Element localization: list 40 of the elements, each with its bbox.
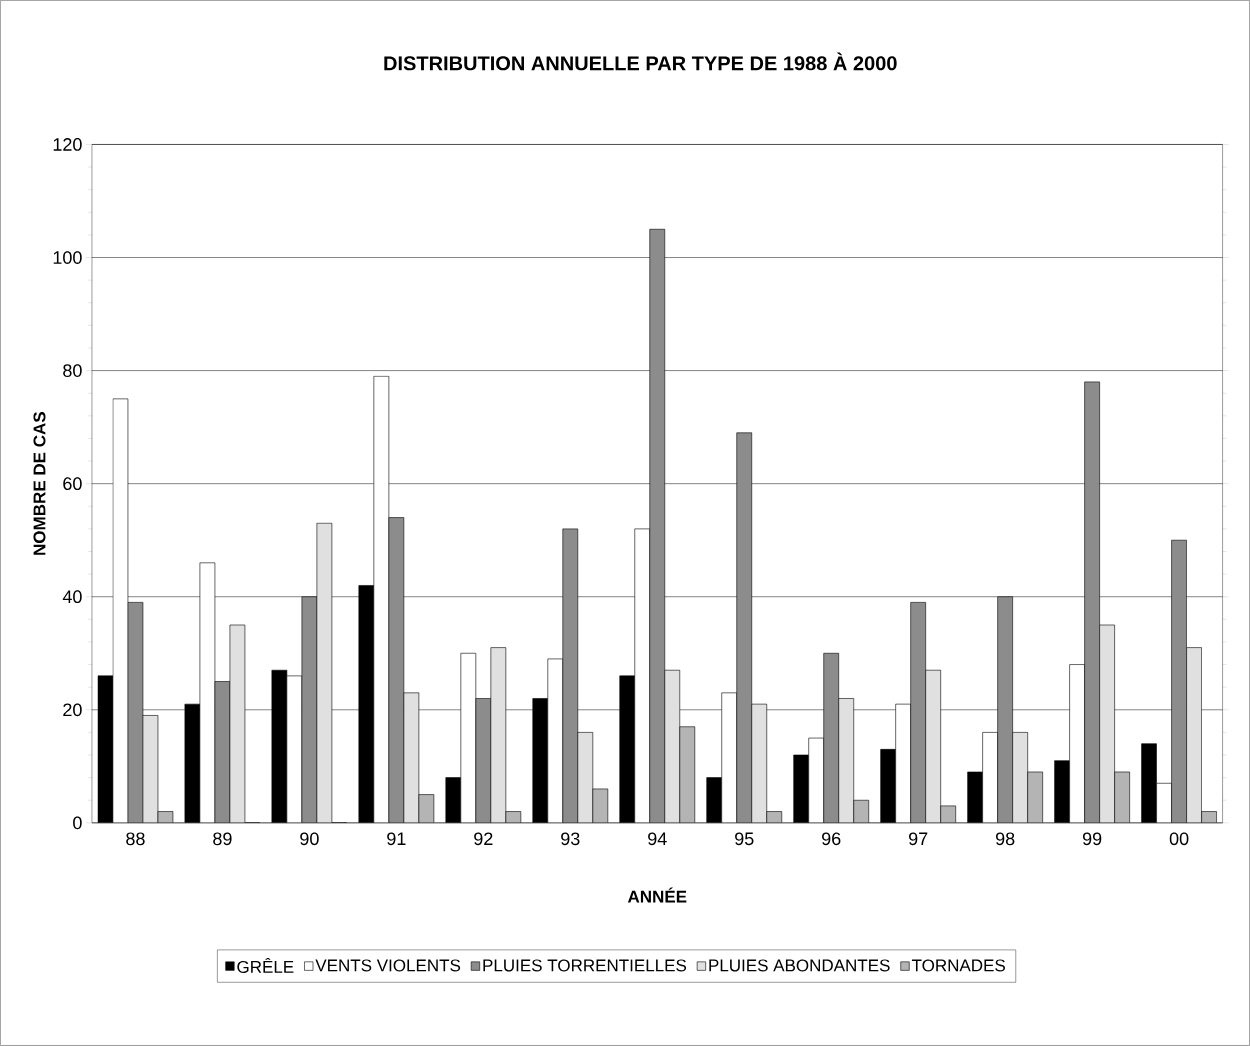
x-tick-label: 99 (1082, 832, 1102, 846)
bar (910, 602, 926, 823)
bar (1084, 381, 1100, 823)
x-tick-label: 00 (1169, 832, 1189, 846)
bar (823, 653, 840, 823)
x-tick-label: 94 (648, 832, 667, 846)
x-tick-label: 96 (822, 832, 841, 846)
bar (475, 698, 492, 823)
x-tick-label: 89 (213, 832, 232, 846)
x-tick-label: 91 (387, 832, 406, 846)
x-tick-label: 90 (300, 832, 319, 846)
bar (679, 726, 696, 823)
legend-label: PLUIES ABONDANTES (709, 959, 890, 972)
x-tick-label: 95 (735, 832, 754, 846)
y-axis-title: NOMBRE DE CAS (33, 412, 46, 555)
legend-label: GRÊLE (237, 957, 294, 974)
y-tick-label: 20 (63, 703, 82, 717)
x-tick-label: 88 (126, 832, 145, 846)
bar (1027, 771, 1043, 823)
y-tick-label: 120 (53, 138, 82, 151)
y-tick-label: 100 (53, 251, 82, 264)
legend-label: TORNADES (911, 959, 1005, 972)
x-tick-label: 93 (561, 832, 580, 846)
bar (997, 596, 1013, 823)
bar (562, 528, 579, 823)
y-tick-label: 80 (63, 364, 82, 378)
x-tick-label: 98 (995, 832, 1015, 846)
bar (1171, 539, 1187, 823)
bar (649, 229, 666, 823)
x-tick-label: 92 (474, 832, 493, 846)
y-tick-label: 0 (73, 816, 82, 830)
chart-title: DISTRIBUTION ANNUELLE PAR TYPE DE 1988 À 2000 (384, 52, 897, 71)
x-axis-title: ANNÉE (627, 887, 687, 903)
legend-label: VENTS VIOLENTS (315, 959, 461, 972)
legend-label: PLUIES TORRENTIELLES (483, 959, 687, 972)
bar (736, 432, 753, 823)
y-tick-label: 60 (63, 477, 82, 491)
x-tick-label: 97 (909, 832, 928, 846)
bar (1114, 771, 1130, 823)
y-tick-label: 40 (62, 590, 82, 604)
